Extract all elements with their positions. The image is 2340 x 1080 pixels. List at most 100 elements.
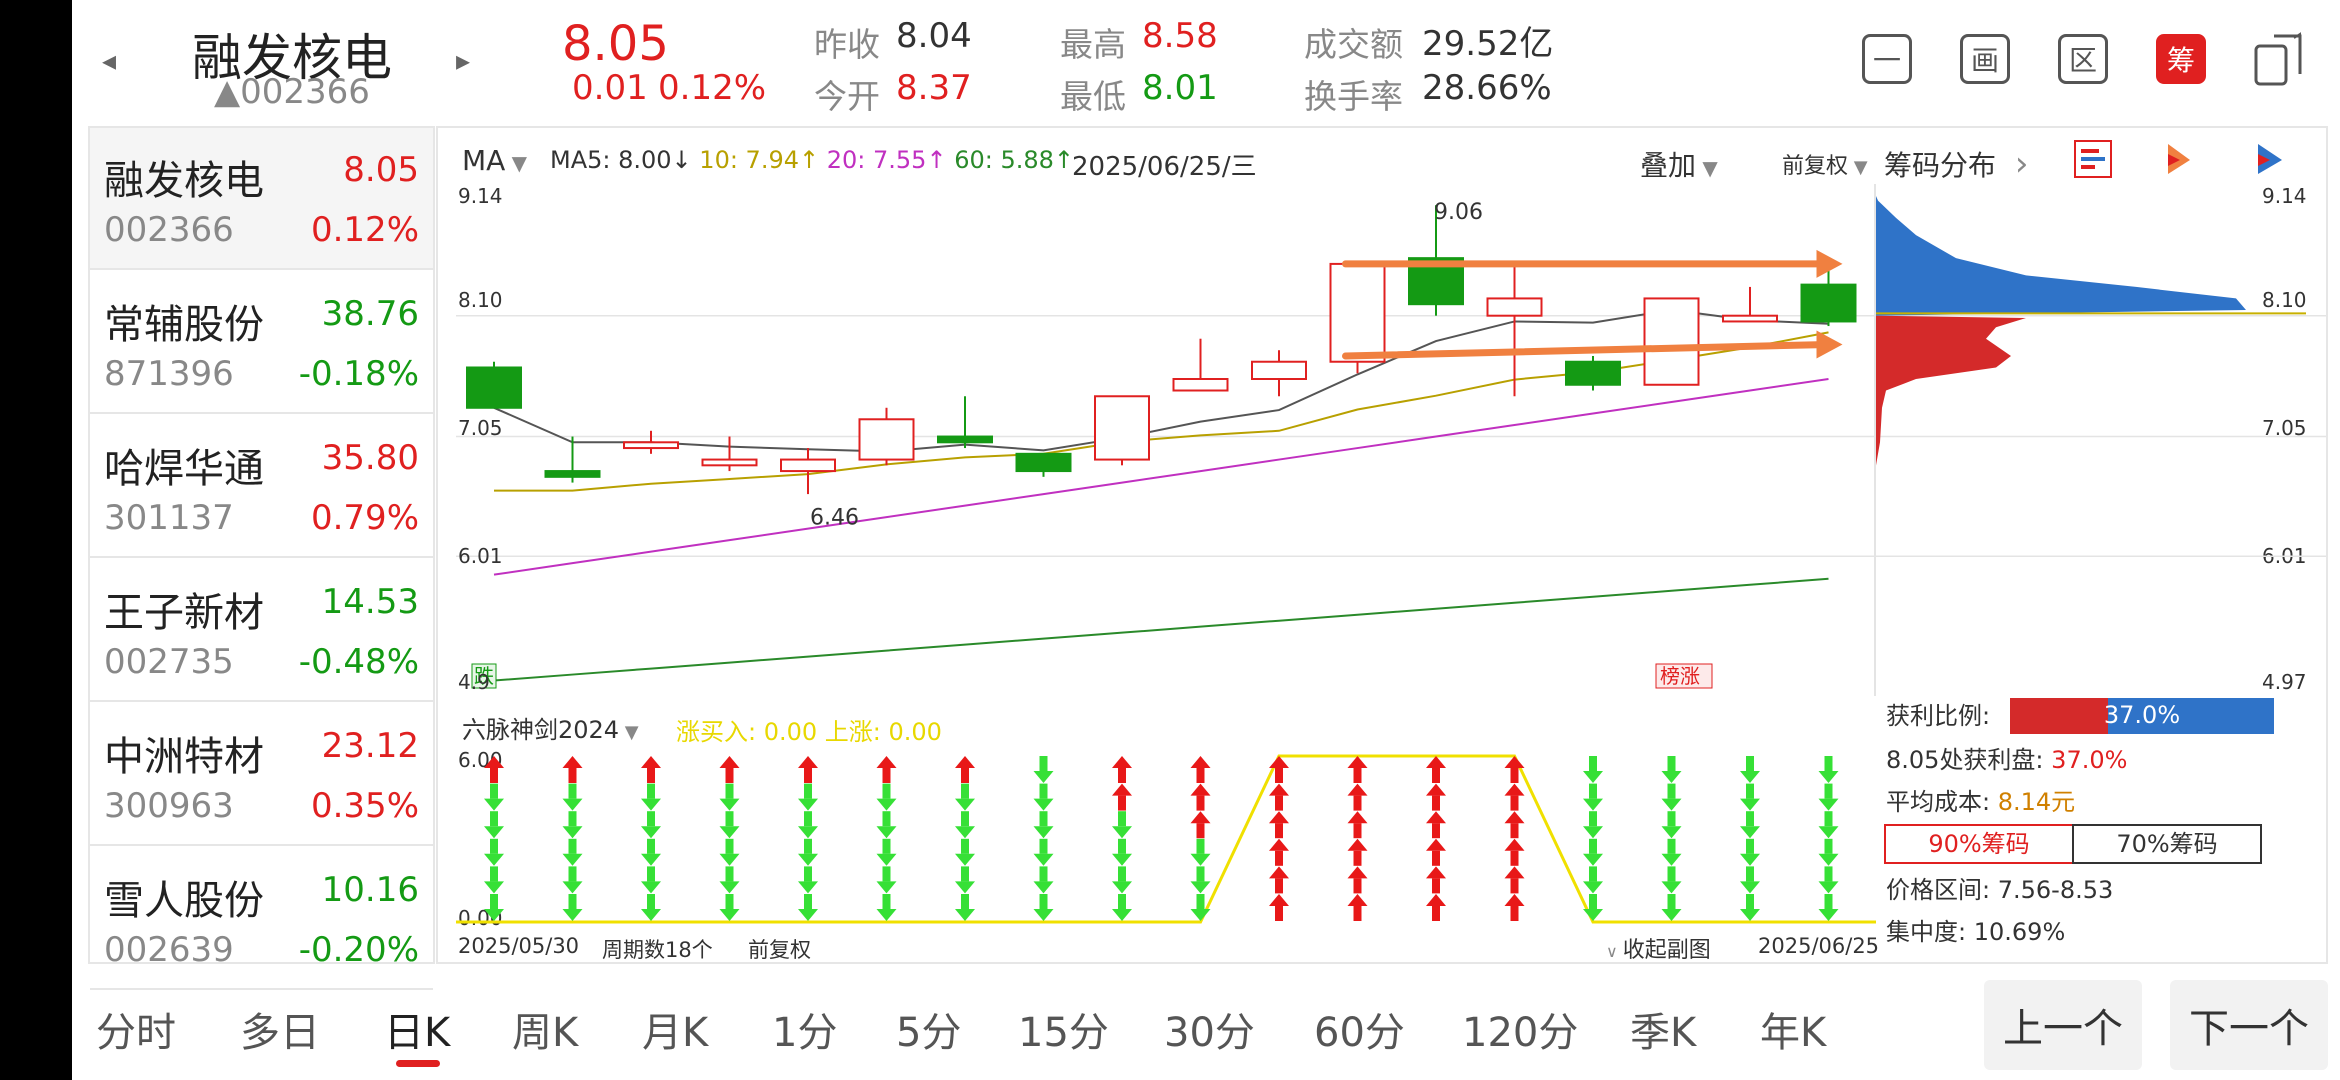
chevron-down-icon: ▼ — [1848, 157, 1868, 178]
chip-style-icon-1[interactable] — [2074, 140, 2112, 178]
period-tab[interactable]: 周K — [512, 1010, 579, 1056]
high-value: 8.58 — [1142, 16, 1218, 56]
chip-style-icon-3[interactable] — [2252, 140, 2290, 178]
ma20-value: 20: 7.55↑ — [826, 146, 947, 174]
sub-end-date: 2025/06/25 — [1758, 934, 1880, 958]
candle — [1094, 395, 1150, 466]
watchlist-stock-name: 中洲特材 — [104, 734, 264, 780]
sub-adjust: 前复权 — [748, 938, 811, 962]
pulse-column — [1190, 756, 1211, 921]
candle — [544, 436, 601, 483]
y-tick-right: 8.10 — [2262, 288, 2307, 312]
pulse-column — [1504, 756, 1525, 921]
range-tool-icon[interactable]: 区 — [2058, 34, 2108, 84]
concentration-label: 集中度: — [1886, 918, 1967, 946]
trend-arrow — [1342, 330, 1843, 360]
sub-indicator-name: 六脉神剑2024 — [462, 716, 620, 744]
watchlist-item[interactable]: 王子新材 002735 14.53 -0.48% — [90, 560, 433, 702]
current-price: 8.05 — [562, 16, 669, 72]
watchlist-item[interactable]: 雪人股份 002639 10.16 -0.20% — [90, 848, 433, 990]
draw-tool-icon[interactable]: 画 — [1960, 34, 2010, 84]
next-stock-arrow[interactable]: ▸ — [456, 44, 471, 77]
chip-profile-blue — [1876, 196, 2246, 316]
chip-distribution-link[interactable]: 筹码分布 › — [1884, 144, 2029, 184]
period-tab[interactable]: 月K — [642, 1010, 709, 1056]
open-value: 8.37 — [896, 68, 972, 108]
period-tab[interactable]: 120分 — [1462, 1010, 1579, 1056]
watchlist-stock-name: 雪人股份 — [104, 878, 264, 924]
candle — [1486, 263, 1543, 397]
candle — [1643, 297, 1700, 386]
candle — [937, 396, 993, 449]
candle — [1800, 260, 1857, 327]
chip-style-icon-2[interactable] — [2162, 140, 2200, 178]
ma10-line — [494, 331, 1829, 492]
watchlist-item[interactable]: 融发核电 002366 8.05 0.12% — [90, 128, 433, 270]
watchlist-stock-name: 常辅股份 — [104, 302, 264, 348]
ma60-value: 60: 5.88↑ — [954, 146, 1075, 174]
period-tab[interactable]: 日K — [384, 1010, 451, 1056]
stock-code: ▲002366 — [214, 72, 370, 112]
period-tab[interactable]: 30分 — [1164, 1010, 1255, 1056]
line-tool-icon[interactable]: 一 — [1862, 34, 1912, 84]
watchlist-item[interactable]: 中洲特材 300963 23.12 0.35% — [90, 704, 433, 846]
watchlist-stock-code: 871396 — [104, 354, 234, 394]
six-pulse-sword-chart[interactable] — [456, 746, 1876, 932]
low-annotation: 6.46 — [810, 505, 859, 530]
watchlist-item[interactable]: 常辅股份 871396 38.76 -0.18% — [90, 272, 433, 414]
prev-stock-button[interactable]: 上一个 — [1984, 980, 2142, 1070]
watchlist — [88, 126, 435, 964]
period-tab[interactable]: 5分 — [896, 1010, 962, 1056]
stock-name: 融发核电 — [192, 29, 392, 87]
trend-arrow — [1342, 249, 1843, 278]
period-count: 周期数18个 — [602, 938, 713, 962]
adjust-selector[interactable]: 前复权 ▼ — [1782, 148, 1868, 180]
period-tab[interactable]: 多日 — [240, 1010, 320, 1056]
prev-stock-arrow[interactable]: ◂ — [102, 44, 117, 77]
pulse-column — [484, 756, 504, 921]
chip-tool-icon[interactable]: 筹 — [2156, 34, 2206, 84]
profit-ratio-fill — [2010, 698, 2108, 734]
fall-tag: 跌 — [471, 663, 497, 689]
high-annotation: 9.06 — [1434, 200, 1483, 225]
candle — [466, 361, 522, 409]
ma60-line — [493, 577, 1829, 682]
watchlist-stock-name: 哈焊华通 — [104, 446, 264, 492]
avg-cost-value: 8.14元 — [1997, 788, 2076, 816]
ma-values: MA5: 8.00↓ 10: 7.94↑ 20: 7.55↑ 60: 5.88↑ — [550, 146, 1074, 174]
overlay-selector[interactable]: 叠加 ▼ — [1640, 144, 1718, 184]
period-tab[interactable]: 1分 — [772, 1010, 838, 1056]
watchlist-stock-code: 002735 — [104, 642, 234, 682]
period-tab[interactable]: 年K — [1760, 1010, 1827, 1056]
chip-tab-90[interactable]: 90%筹码 — [1884, 824, 2074, 864]
watchlist-stock-price: 23.12 — [321, 726, 419, 766]
watchlist-item[interactable]: 哈焊华通 301137 35.80 0.79% — [90, 416, 433, 558]
period-tab[interactable]: 分时 — [96, 1010, 176, 1056]
watchlist-stock-price: 38.76 — [321, 294, 419, 334]
turnover-label: 换手率 — [1304, 77, 1403, 116]
chip-tab-70[interactable]: 70%筹码 — [2072, 824, 2262, 864]
watchlist-stock-code: 301137 — [104, 498, 234, 538]
amount-label: 成交额 — [1304, 25, 1403, 64]
watchlist-stock-pct: -0.18% — [298, 354, 419, 394]
pulse-column — [1583, 756, 1603, 921]
period-tab[interactable]: 季K — [1630, 1010, 1697, 1056]
watchlist-stock-price: 10.16 — [321, 870, 419, 910]
low-label: 最低 — [1060, 77, 1126, 116]
period-tab[interactable]: 60分 — [1314, 1010, 1405, 1056]
avg-cost-label: 平均成本: — [1886, 788, 1991, 816]
chevron-down-icon: ▼ — [505, 151, 528, 175]
candle — [780, 448, 836, 495]
pulse-column — [876, 756, 897, 921]
candle — [858, 407, 915, 466]
ma10-value: 10: 7.94↑ — [699, 146, 820, 174]
next-stock-button[interactable]: 下一个 — [2170, 980, 2328, 1070]
ma-selector[interactable]: MA ▼ — [462, 144, 527, 177]
candlestick-chart[interactable]: 9.06 6.46 跌 榜涨 — [456, 184, 1876, 696]
ma5-line — [493, 308, 1829, 453]
rotate-screen-icon[interactable] — [2252, 30, 2308, 88]
collapse-sub-chart-button[interactable]: ∨ 收起副图 — [1606, 932, 1711, 964]
sub-indicator-selector[interactable]: 六脉神剑2024 ▼ — [462, 710, 639, 745]
period-tab[interactable]: 15分 — [1018, 1010, 1109, 1056]
profit-ratio-label: 获利比例: — [1886, 702, 1991, 730]
